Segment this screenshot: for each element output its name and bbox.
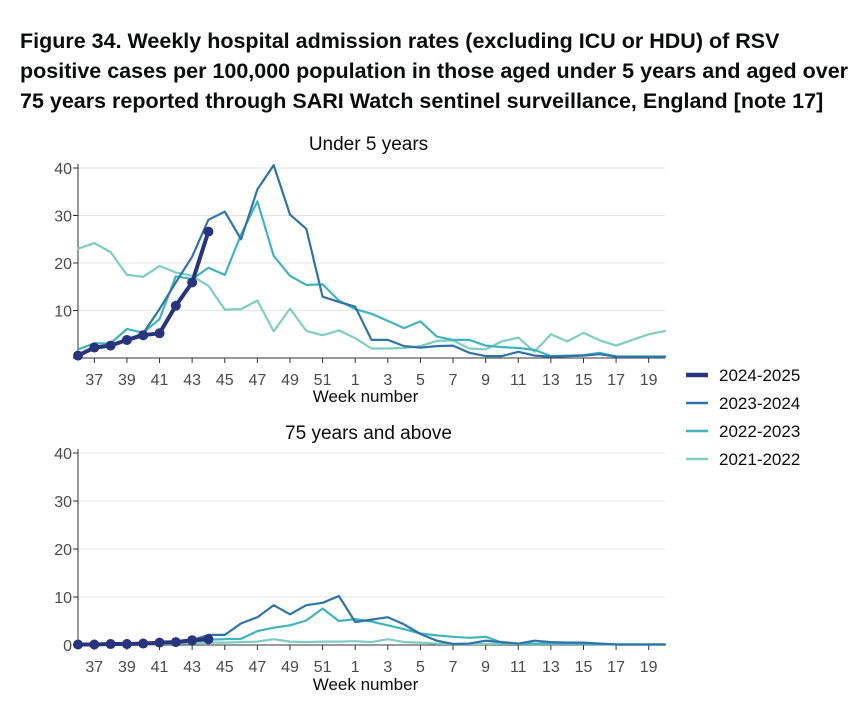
x-axis-label: Week number <box>313 675 419 694</box>
x-tick-label: 17 <box>607 659 625 676</box>
data-point-2024-2025 <box>89 639 100 650</box>
y-tick-label: 30 <box>54 209 72 226</box>
x-tick-label: 45 <box>216 372 234 389</box>
x-tick-label: 39 <box>118 372 136 389</box>
x-tick-label: 49 <box>281 372 299 389</box>
x-tick-label: 19 <box>640 659 658 676</box>
x-tick-label: 3 <box>383 659 392 676</box>
x-tick-label: 37 <box>85 659 103 676</box>
data-point-2024-2025 <box>121 334 132 345</box>
x-tick-label: 47 <box>248 372 266 389</box>
data-point-2024-2025 <box>105 639 116 650</box>
x-tick-label: 49 <box>281 659 299 676</box>
x-tick-label: 43 <box>183 372 201 389</box>
x-tick-label: 7 <box>449 659 458 676</box>
x-tick-label: 51 <box>314 372 332 389</box>
x-tick-label: 15 <box>575 659 593 676</box>
y-tick-label: 20 <box>54 256 72 273</box>
x-tick-label: 11 <box>510 659 527 676</box>
series-line-2022-2023 <box>76 200 667 358</box>
x-tick-label: 5 <box>416 372 425 389</box>
x-axis-label: Week number <box>313 387 419 406</box>
figure-title: Figure 34. Weekly hospital admission rat… <box>20 29 849 113</box>
data-point-2024-2025 <box>73 350 83 361</box>
data-point-2024-2025 <box>187 635 198 646</box>
legend-item-2024-2025: 2024-2025 <box>686 366 800 385</box>
x-tick-label: 51 <box>314 659 332 676</box>
series-line-2023-2024 <box>76 594 667 646</box>
x-tick-label: 45 <box>216 659 234 676</box>
panel-title: Under 5 years <box>309 134 428 155</box>
data-point-2024-2025 <box>138 330 149 341</box>
x-tick-label: 7 <box>449 372 458 389</box>
series-line-2021-2022 <box>76 242 667 353</box>
data-point-2024-2025 <box>89 342 100 353</box>
panel-title: 75 years and above <box>285 423 452 444</box>
legend-label: 2023-2024 <box>719 394 800 413</box>
y-tick-label: 0 <box>63 638 72 655</box>
legend-item-2023-2024: 2023-2024 <box>686 394 800 413</box>
x-tick-label: 13 <box>542 659 560 676</box>
x-tick-label: 17 <box>607 372 625 389</box>
legend-label: 2022-2023 <box>719 422 800 441</box>
x-tick-label: 41 <box>151 372 169 389</box>
x-tick-label: 9 <box>481 659 490 676</box>
data-point-2024-2025 <box>170 300 181 311</box>
legend-label: 2021-2022 <box>719 450 800 469</box>
series-line-2022-2023 <box>76 607 667 646</box>
y-tick-label: 30 <box>54 494 72 511</box>
x-tick-label: 37 <box>85 372 103 389</box>
data-point-2024-2025 <box>138 638 149 649</box>
x-tick-label: 15 <box>575 372 593 389</box>
data-point-2024-2025 <box>154 328 165 339</box>
x-tick-label: 1 <box>351 659 360 676</box>
data-point-2024-2025 <box>170 637 181 648</box>
x-tick-label: 19 <box>640 372 658 389</box>
data-point-2024-2025 <box>73 639 83 650</box>
x-tick-label: 5 <box>416 659 425 676</box>
x-tick-label: 41 <box>151 659 169 676</box>
x-tick-label: 47 <box>248 659 266 676</box>
data-point-2024-2025 <box>121 639 132 650</box>
legend-item-2021-2022: 2021-2022 <box>686 450 800 469</box>
x-tick-label: 11 <box>510 372 527 389</box>
y-tick-label: 40 <box>54 446 72 463</box>
y-tick-label: 10 <box>54 590 72 607</box>
data-point-2024-2025 <box>105 340 116 351</box>
x-tick-label: 1 <box>351 372 360 389</box>
legend-label: 2024-2025 <box>719 366 800 385</box>
x-tick-label: 13 <box>542 372 560 389</box>
x-tick-label: 39 <box>118 659 136 676</box>
data-point-2024-2025 <box>203 634 214 645</box>
legend-item-2022-2023: 2022-2023 <box>686 422 800 441</box>
x-tick-label: 3 <box>383 372 392 389</box>
x-tick-label: 9 <box>481 372 490 389</box>
data-point-2024-2025 <box>187 277 198 288</box>
data-point-2024-2025 <box>154 637 165 648</box>
y-tick-label: 40 <box>54 161 72 178</box>
data-point-2024-2025 <box>203 226 214 237</box>
series-line-2023-2024 <box>76 164 667 358</box>
x-tick-label: 43 <box>183 659 201 676</box>
y-tick-label: 10 <box>54 304 72 321</box>
y-tick-label: 20 <box>54 542 72 559</box>
legend: 2024-2025 2023-2024 2022-2023 2021-2022 <box>686 366 800 469</box>
